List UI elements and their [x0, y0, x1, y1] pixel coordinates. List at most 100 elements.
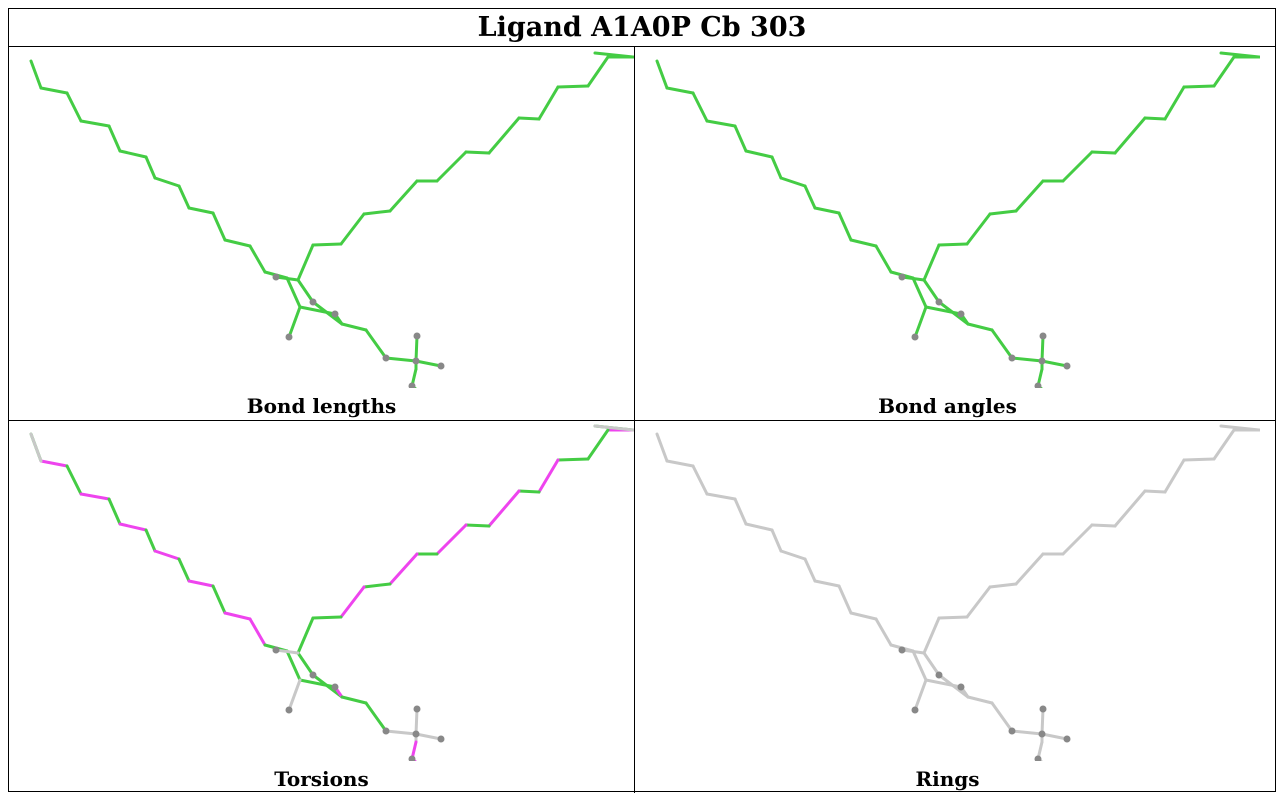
chainB-bond-10 [388, 552, 419, 586]
chainA-bond-3 [79, 119, 111, 128]
atom-5 [412, 357, 420, 365]
center-bond-2 [1040, 707, 1045, 736]
chainB-bond-13 [311, 242, 343, 247]
stub-bond-0 [287, 305, 302, 339]
chainA-bond-4 [107, 497, 122, 526]
chainB-bond-13 [311, 615, 343, 620]
center-bond-0 [1010, 729, 1044, 736]
chainB-bond-6 [1113, 489, 1147, 528]
chainB-bond-10 [388, 179, 419, 213]
chainB-bond-2 [1212, 428, 1236, 461]
ligand-diagram-torsions [29, 424, 634, 761]
chainB-bond-12 [339, 212, 366, 246]
chainA-bond-9 [187, 206, 215, 215]
atom-5 [1038, 357, 1046, 365]
caption-bond-angles: Bond angles [878, 394, 1017, 418]
atom-8 [408, 755, 416, 761]
panel-bond-angles: Bond angles [635, 48, 1260, 420]
center-bond-0 [1010, 356, 1044, 363]
branch2-bond-0 [340, 322, 368, 332]
chainB-bond-15 [296, 651, 315, 677]
atom-5 [1038, 730, 1046, 738]
panel-torsions: Torsions [9, 421, 634, 793]
atom-7 [1039, 705, 1047, 713]
chainB-bond-4 [537, 458, 560, 494]
chainA-bond-11 [849, 611, 878, 621]
atom-2 [331, 683, 339, 691]
stub-bond-0 [287, 678, 302, 712]
chainB-bond-8 [1061, 523, 1094, 556]
center-bond-1 [1040, 359, 1069, 368]
atom-3 [285, 333, 293, 341]
chainA-bond-7 [779, 549, 807, 561]
branch2-bond-0 [966, 695, 994, 705]
chainA-bond-12 [874, 617, 893, 647]
chainB-bond-8 [435, 150, 468, 183]
ligand-diagram-bond-lengths [29, 51, 634, 388]
atom-8 [1034, 382, 1042, 388]
branch1-bond-0 [924, 305, 963, 316]
center-bond-1 [1040, 732, 1069, 741]
atom-7 [413, 332, 421, 340]
atom-3 [911, 333, 919, 341]
chainB-bond-6 [487, 489, 521, 528]
atom-6 [1063, 362, 1071, 370]
center-bond-0 [384, 356, 418, 363]
stub-bond-1 [900, 275, 926, 282]
branch2-bond-1 [990, 328, 1014, 360]
stub-bond-1 [900, 648, 926, 655]
chainB-bond-13 [937, 615, 969, 620]
panel-bond-lengths: Bond lengths [9, 48, 634, 420]
chainA-bond-14 [911, 276, 928, 309]
atom-3 [911, 706, 919, 714]
chainA-bond-1 [39, 86, 69, 95]
atom-0 [272, 646, 280, 654]
chainA-bond-2 [691, 464, 709, 496]
panel-rings: Rings [635, 421, 1260, 793]
chainA-bond-3 [705, 119, 737, 128]
chainB-bond-7 [1090, 150, 1117, 155]
chainA-bond-12 [874, 244, 893, 274]
chainA-bond-11 [849, 238, 878, 248]
chainA-bond-9 [187, 579, 215, 588]
atom-1 [935, 671, 943, 679]
ligand-diagram-rings [655, 424, 1260, 761]
chainB-endcap [593, 424, 634, 432]
chainA-bond-11 [223, 238, 252, 248]
caption-torsions: Torsions [274, 767, 369, 791]
chainA-bond-7 [153, 176, 181, 188]
chainB-bond-11 [362, 582, 392, 589]
chainA-bond-8 [803, 184, 817, 210]
chainA-bond-10 [211, 584, 227, 615]
chainA-bond-6 [144, 528, 157, 553]
chainB-bond-3 [1182, 84, 1216, 89]
atom-1 [309, 298, 317, 306]
atom-3 [285, 706, 293, 714]
chainB-bond-5 [1143, 489, 1167, 494]
atom-2 [331, 310, 339, 318]
chainA-bond-12 [248, 617, 267, 647]
atom-2 [957, 683, 965, 691]
chainB-bond-6 [1113, 116, 1147, 155]
chainB-bond-15 [922, 651, 941, 677]
chainB-bond-6 [487, 116, 521, 155]
atom-1 [309, 671, 317, 679]
atom-8 [1034, 755, 1042, 761]
chainB-bond-14 [922, 616, 941, 655]
atom-0 [898, 646, 906, 654]
chainA-bond-12 [248, 244, 267, 274]
chainA-bond-5 [118, 149, 148, 159]
stub-bond-1 [274, 648, 300, 655]
chainB-bond-11 [988, 209, 1018, 216]
center-bond-1 [414, 359, 443, 368]
ligand-diagram-bond-angles [655, 51, 1260, 388]
atom-6 [437, 735, 445, 743]
chainA-bond-0 [29, 59, 43, 90]
chainB-bond-8 [1061, 150, 1094, 183]
atom-4 [382, 354, 390, 362]
chainA-bond-3 [705, 492, 737, 501]
chainA-bond-2 [65, 91, 83, 123]
chainA-bond-1 [665, 86, 695, 95]
chainB-bond-8 [435, 523, 468, 556]
chainA-bond-14 [285, 649, 302, 682]
